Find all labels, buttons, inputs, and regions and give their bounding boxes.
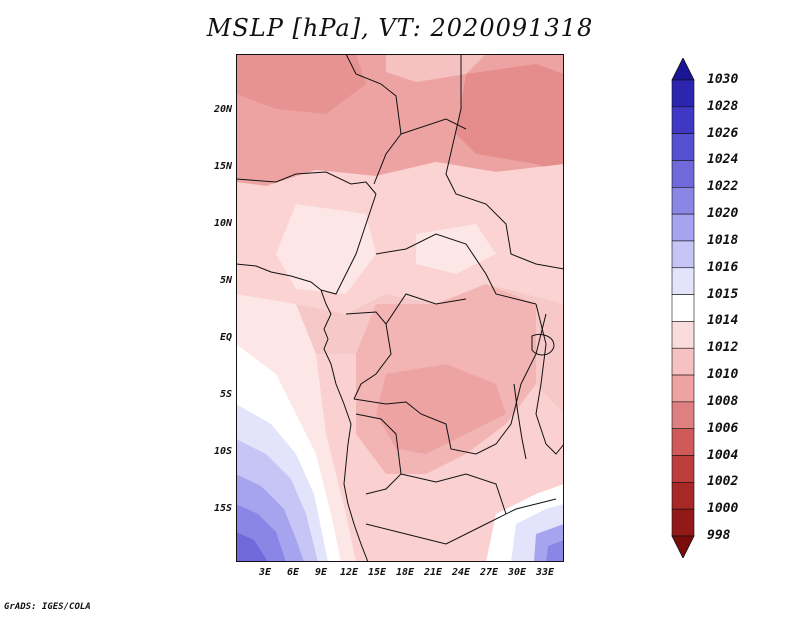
lon-label-3e: 3E [258, 567, 272, 578]
pressure-zone-north-1006 [236, 54, 366, 114]
colorbar-label: 998 [707, 528, 731, 543]
chad-border [320, 118, 467, 295]
colorbar-segment [671, 455, 695, 483]
colorbar-segment [671, 347, 695, 376]
colorbar-segment [671, 186, 695, 215]
colorbar-cap-top [671, 58, 695, 81]
lat-label-eq: EQ [219, 332, 232, 343]
lon-label-30e: 30E [507, 567, 527, 578]
colorbar-label: 1022 [707, 179, 739, 195]
lat-label-5n: 5N [219, 275, 232, 286]
colorbar-label: 1024 [707, 152, 739, 168]
colorbar-label: 1014 [707, 313, 739, 329]
colorbar-segment [671, 79, 695, 108]
colorbar-segment [671, 106, 695, 134]
map-frame [236, 54, 564, 562]
lat-label-15n: 15N [213, 161, 232, 172]
car-border [375, 233, 537, 305]
lon-label-33e: 33E [535, 567, 555, 578]
colorbar-label: 1008 [707, 393, 739, 409]
lon-label-12e: 12E [339, 567, 359, 578]
colorbar-label: 1010 [707, 367, 739, 383]
colorbar-segment [671, 133, 695, 161]
colorbar-segment [671, 508, 695, 537]
sudan-border [445, 54, 564, 270]
colorbar-label: 1000 [707, 501, 739, 517]
colorbar-segment [671, 482, 695, 510]
colorbar-label: 1002 [707, 474, 739, 490]
lon-label-21e: 21E [423, 567, 443, 578]
lon-label-24e: 24E [451, 567, 471, 578]
mslp-map [236, 54, 564, 562]
colorbar-label: 1020 [707, 206, 739, 222]
colorbar-label: 1004 [707, 447, 739, 463]
lon-label-18e: 18E [395, 567, 415, 578]
lake-tanganyika [513, 383, 527, 460]
lon-label-27e: 27E [479, 567, 499, 578]
colorbar-segment [671, 374, 695, 403]
sahel-border-2 [345, 54, 402, 185]
colorbar [671, 58, 695, 558]
colorbar-label: 1030 [707, 72, 739, 87]
pressure-zone-south-1012 [306, 354, 564, 562]
southern-border [365, 498, 557, 545]
pressure-zone-central-east-1014 [416, 224, 496, 274]
colorbar-label: 1015 [707, 286, 739, 302]
colorbar-segment [671, 267, 695, 295]
map-title: MSLP [hPa], VT: 2020091318 [206, 14, 594, 42]
colorbar-segment [671, 160, 695, 188]
lat-label-10s: 10S [213, 446, 232, 457]
colorbar-cap-bottom [671, 535, 695, 558]
colorbar-segment [671, 401, 695, 430]
lat-label-5s: 5S [219, 389, 232, 400]
coastline-and-borders [236, 54, 564, 562]
angola-border [355, 413, 507, 515]
pressure-zone-northeast-1006 [456, 64, 564, 174]
colorbar-segment [671, 240, 695, 269]
west-africa-coastline [236, 263, 369, 562]
lake-victoria [531, 333, 555, 356]
colorbar-label: 1018 [707, 232, 739, 248]
pressure-zone-southeast-1020 [546, 540, 564, 562]
colorbar-segment [671, 321, 695, 349]
lon-label-6e: 6E [286, 567, 300, 578]
pressure-zone-congo-1008 [376, 364, 506, 454]
colorbar-segment [671, 428, 695, 456]
east-africa-border [535, 303, 564, 455]
colorbar-segment [671, 294, 695, 322]
lat-label-20n: 20N [213, 104, 232, 115]
colorbar-label: 1028 [707, 98, 739, 114]
drc-border [353, 313, 547, 455]
pressure-zone-ocean-1024 [236, 532, 268, 562]
congo-border [345, 293, 467, 400]
colorbar-label: 1006 [707, 420, 739, 436]
colorbar-label: 1012 [707, 340, 739, 356]
colorbar-label: 1016 [707, 259, 739, 275]
pressure-zone-central-1014 [276, 204, 376, 294]
colorbar-segment [671, 213, 695, 242]
lon-label-15e: 15E [367, 567, 387, 578]
lat-label-15s: 15S [213, 503, 232, 514]
lat-label-10n: 10N [213, 218, 232, 229]
sahel-border-1 [236, 171, 377, 195]
grads-credit: GrADS: IGES/COLA [4, 602, 91, 612]
colorbar-label: 1026 [707, 125, 739, 141]
lon-label-9e: 9E [314, 567, 328, 578]
